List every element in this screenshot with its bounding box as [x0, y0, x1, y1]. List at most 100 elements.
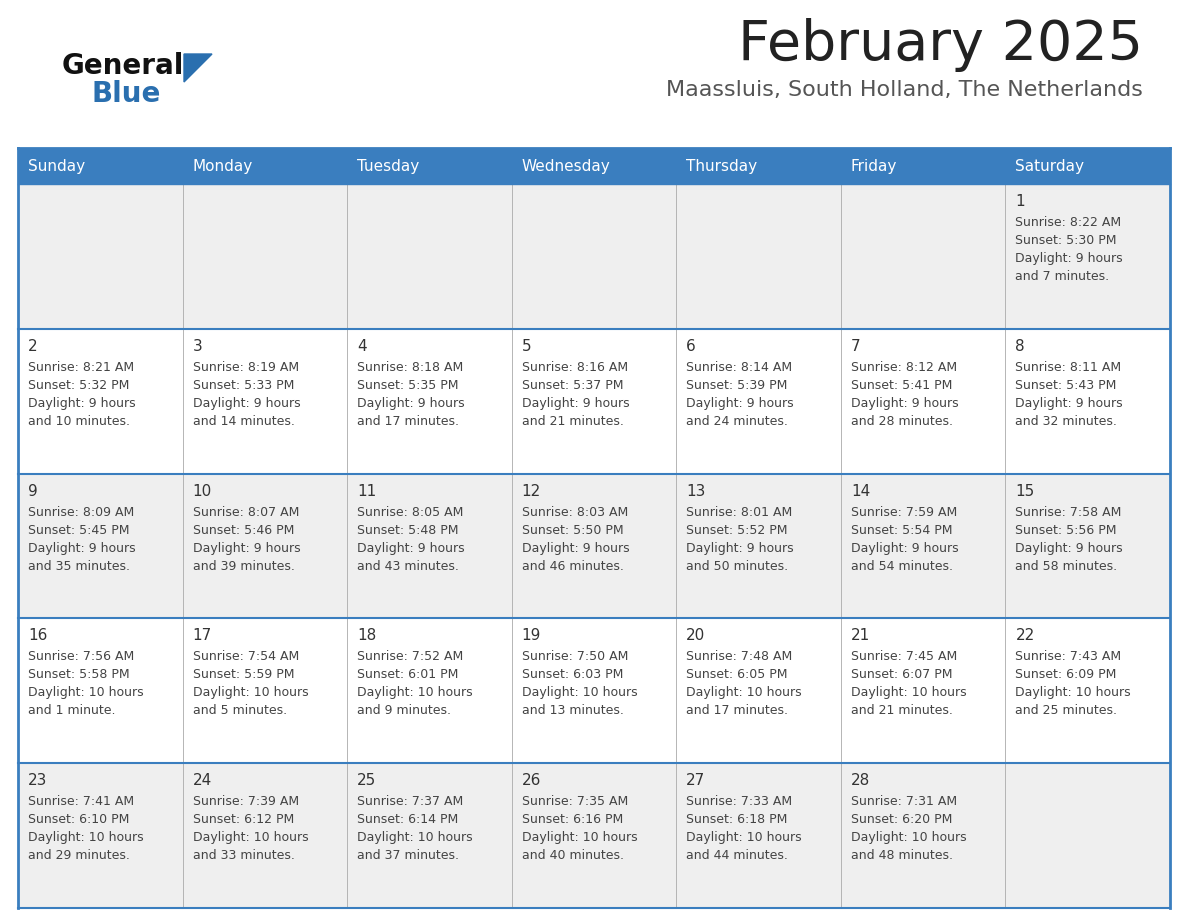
Text: and 32 minutes.: and 32 minutes.: [1016, 415, 1117, 428]
Text: Sunrise: 7:35 AM: Sunrise: 7:35 AM: [522, 795, 628, 808]
Bar: [676, 329, 841, 474]
Text: and 43 minutes.: and 43 minutes.: [358, 560, 459, 573]
Text: Sunrise: 8:22 AM: Sunrise: 8:22 AM: [1016, 216, 1121, 229]
Bar: [18, 148, 183, 184]
Text: and 10 minutes.: and 10 minutes.: [29, 415, 129, 428]
Text: and 46 minutes.: and 46 minutes.: [522, 560, 624, 573]
Text: and 33 minutes.: and 33 minutes.: [192, 849, 295, 862]
Text: Sunrise: 7:39 AM: Sunrise: 7:39 AM: [192, 795, 298, 808]
Text: Daylight: 9 hours: Daylight: 9 hours: [1016, 397, 1123, 409]
Text: 14: 14: [851, 484, 870, 498]
Bar: [841, 184, 1005, 329]
Text: Sunrise: 7:50 AM: Sunrise: 7:50 AM: [522, 650, 628, 664]
Text: and 44 minutes.: and 44 minutes.: [687, 849, 788, 862]
Text: 27: 27: [687, 773, 706, 789]
Text: 10: 10: [192, 484, 211, 498]
Bar: [841, 619, 1005, 763]
Text: Sunrise: 8:19 AM: Sunrise: 8:19 AM: [192, 361, 298, 374]
Text: Sunrise: 7:45 AM: Sunrise: 7:45 AM: [851, 650, 958, 664]
Text: Daylight: 9 hours: Daylight: 9 hours: [687, 397, 794, 409]
Text: Sunset: 6:20 PM: Sunset: 6:20 PM: [851, 813, 953, 826]
Bar: [1005, 619, 1170, 763]
Text: Sunrise: 8:09 AM: Sunrise: 8:09 AM: [29, 506, 134, 519]
Text: Daylight: 9 hours: Daylight: 9 hours: [522, 542, 630, 554]
Text: and 39 minutes.: and 39 minutes.: [192, 560, 295, 573]
Text: Daylight: 9 hours: Daylight: 9 hours: [192, 397, 301, 409]
Bar: [512, 474, 676, 619]
Text: Daylight: 9 hours: Daylight: 9 hours: [192, 542, 301, 554]
Bar: [347, 763, 512, 908]
Text: Sunset: 5:35 PM: Sunset: 5:35 PM: [358, 379, 459, 392]
Text: Sunset: 6:14 PM: Sunset: 6:14 PM: [358, 813, 459, 826]
Bar: [183, 474, 347, 619]
Text: and 40 minutes.: and 40 minutes.: [522, 849, 624, 862]
Text: Sunset: 6:09 PM: Sunset: 6:09 PM: [1016, 668, 1117, 681]
Text: Sunset: 6:07 PM: Sunset: 6:07 PM: [851, 668, 953, 681]
Text: 5: 5: [522, 339, 531, 353]
Bar: [676, 184, 841, 329]
Text: Sunrise: 7:37 AM: Sunrise: 7:37 AM: [358, 795, 463, 808]
Text: Friday: Friday: [851, 159, 897, 174]
Bar: [347, 329, 512, 474]
Bar: [18, 763, 183, 908]
Text: 9: 9: [29, 484, 38, 498]
Bar: [347, 474, 512, 619]
Text: General: General: [62, 52, 184, 80]
Text: Sunrise: 7:52 AM: Sunrise: 7:52 AM: [358, 650, 463, 664]
Text: and 25 minutes.: and 25 minutes.: [1016, 704, 1118, 717]
Text: Daylight: 10 hours: Daylight: 10 hours: [358, 687, 473, 700]
Bar: [183, 619, 347, 763]
Text: and 58 minutes.: and 58 minutes.: [1016, 560, 1118, 573]
Text: Sunrise: 8:05 AM: Sunrise: 8:05 AM: [358, 506, 463, 519]
Bar: [1005, 763, 1170, 908]
Text: 20: 20: [687, 629, 706, 644]
Text: Sunset: 5:37 PM: Sunset: 5:37 PM: [522, 379, 624, 392]
Text: Daylight: 9 hours: Daylight: 9 hours: [29, 542, 135, 554]
Text: 18: 18: [358, 629, 377, 644]
Bar: [1005, 474, 1170, 619]
Text: Sunset: 5:32 PM: Sunset: 5:32 PM: [29, 379, 129, 392]
Text: Daylight: 10 hours: Daylight: 10 hours: [687, 687, 802, 700]
Text: Daylight: 9 hours: Daylight: 9 hours: [358, 397, 465, 409]
Polygon shape: [184, 54, 211, 82]
Text: Daylight: 10 hours: Daylight: 10 hours: [192, 831, 308, 845]
Text: 16: 16: [29, 629, 48, 644]
Text: Sunset: 5:39 PM: Sunset: 5:39 PM: [687, 379, 788, 392]
Text: Monday: Monday: [192, 159, 253, 174]
Text: Daylight: 9 hours: Daylight: 9 hours: [1016, 542, 1123, 554]
Text: and 17 minutes.: and 17 minutes.: [687, 704, 789, 717]
Text: Sunrise: 8:16 AM: Sunrise: 8:16 AM: [522, 361, 627, 374]
Text: Saturday: Saturday: [1016, 159, 1085, 174]
Text: 7: 7: [851, 339, 860, 353]
Bar: [512, 619, 676, 763]
Text: and 35 minutes.: and 35 minutes.: [29, 560, 129, 573]
Text: Sunday: Sunday: [29, 159, 86, 174]
Text: Sunset: 6:10 PM: Sunset: 6:10 PM: [29, 813, 129, 826]
Text: Sunset: 6:01 PM: Sunset: 6:01 PM: [358, 668, 459, 681]
Text: February 2025: February 2025: [738, 18, 1143, 72]
Text: 23: 23: [29, 773, 48, 789]
Text: Sunrise: 7:58 AM: Sunrise: 7:58 AM: [1016, 506, 1121, 519]
Text: Sunset: 5:43 PM: Sunset: 5:43 PM: [1016, 379, 1117, 392]
Text: and 28 minutes.: and 28 minutes.: [851, 415, 953, 428]
Text: Sunrise: 8:14 AM: Sunrise: 8:14 AM: [687, 361, 792, 374]
Bar: [18, 329, 183, 474]
Text: Wednesday: Wednesday: [522, 159, 611, 174]
Bar: [1005, 329, 1170, 474]
Text: Sunset: 5:33 PM: Sunset: 5:33 PM: [192, 379, 293, 392]
Text: Daylight: 10 hours: Daylight: 10 hours: [522, 831, 637, 845]
Text: and 54 minutes.: and 54 minutes.: [851, 560, 953, 573]
Text: Sunset: 6:16 PM: Sunset: 6:16 PM: [522, 813, 623, 826]
Text: Daylight: 9 hours: Daylight: 9 hours: [358, 542, 465, 554]
Bar: [18, 619, 183, 763]
Text: Daylight: 10 hours: Daylight: 10 hours: [522, 687, 637, 700]
Text: Sunset: 5:48 PM: Sunset: 5:48 PM: [358, 523, 459, 537]
Text: Daylight: 10 hours: Daylight: 10 hours: [1016, 687, 1131, 700]
Text: Sunrise: 7:41 AM: Sunrise: 7:41 AM: [29, 795, 134, 808]
Text: 11: 11: [358, 484, 377, 498]
Text: Daylight: 9 hours: Daylight: 9 hours: [29, 397, 135, 409]
Text: 3: 3: [192, 339, 202, 353]
Text: 12: 12: [522, 484, 541, 498]
Text: and 7 minutes.: and 7 minutes.: [1016, 270, 1110, 283]
Text: and 21 minutes.: and 21 minutes.: [851, 704, 953, 717]
